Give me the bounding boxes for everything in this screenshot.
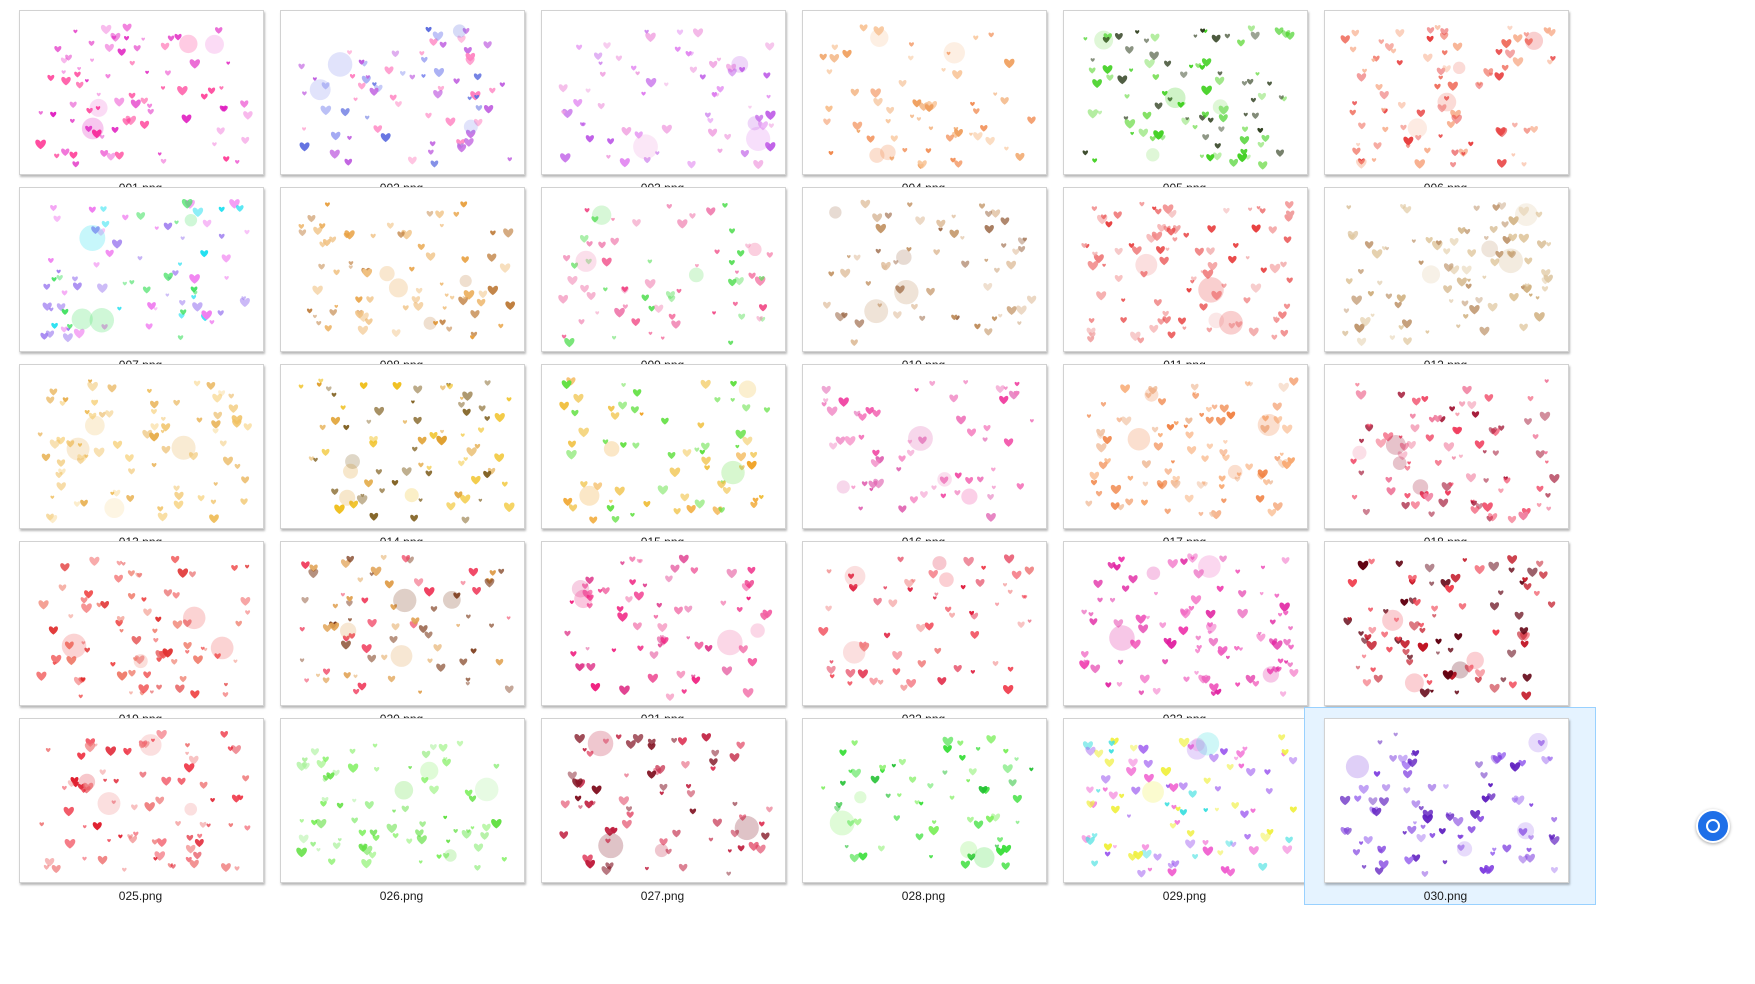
file-item[interactable]: 026.png <box>261 708 551 904</box>
file-item[interactable]: 010.png <box>783 177 1073 373</box>
heart-particles-preview <box>299 554 514 695</box>
heart-particles-preview <box>40 198 250 343</box>
file-thumbnail <box>802 364 1047 529</box>
file-item[interactable]: 004.png <box>783 0 1073 196</box>
file-thumbnail <box>19 364 264 529</box>
file-thumbnail <box>1324 364 1569 529</box>
heart-particles-preview <box>818 554 1035 695</box>
file-thumbnail <box>1063 541 1308 706</box>
file-thumbnail <box>280 10 525 175</box>
file-item[interactable]: 029.png <box>1044 708 1334 904</box>
heart-particles-preview <box>819 24 1036 169</box>
heart-particles-preview <box>1340 25 1556 169</box>
file-thumbnail <box>1063 364 1308 529</box>
file-item[interactable]: 001.png <box>0 0 290 196</box>
file-item[interactable]: 014.png <box>261 354 551 550</box>
file-thumbnail <box>280 718 525 883</box>
heart-particles-preview <box>559 377 771 524</box>
file-thumbnail <box>541 364 786 529</box>
heart-particles-preview <box>821 380 1034 522</box>
heart-particles-preview <box>1342 202 1553 347</box>
heart-particles-preview <box>558 28 776 170</box>
file-item[interactable]: 008.png <box>261 177 551 373</box>
heart-particles-preview <box>298 378 515 524</box>
file-item[interactable]: 020.png <box>261 531 551 727</box>
file-thumbnail <box>19 718 264 883</box>
heart-particles-preview <box>35 23 253 168</box>
file-thumbnail <box>541 10 786 175</box>
cloud-sync-icon[interactable] <box>1696 809 1730 843</box>
file-item[interactable]: 003.png <box>522 0 812 196</box>
file-thumbnail <box>1063 187 1308 352</box>
heart-particles-preview <box>1079 553 1299 697</box>
heart-particles-preview <box>1350 379 1560 524</box>
heart-particles-preview <box>298 201 516 340</box>
heart-particles-preview <box>823 199 1037 346</box>
file-name: 025.png <box>118 889 163 903</box>
heart-particles-preview <box>1082 25 1295 170</box>
file-thumbnail <box>280 364 525 529</box>
file-item[interactable]: 009.png <box>522 177 812 373</box>
file-item[interactable]: 013.png <box>0 354 290 550</box>
file-name: 027.png <box>640 889 685 903</box>
file-item[interactable]: 007.png <box>0 177 290 373</box>
heart-particles-preview <box>296 740 507 871</box>
file-item[interactable]: 027.png <box>522 708 812 904</box>
heart-particles-preview <box>1343 555 1556 701</box>
file-name: 026.png <box>379 889 424 903</box>
file-item[interactable]: 016.png <box>783 354 1073 550</box>
heart-particles-preview <box>564 554 773 701</box>
file-thumbnail <box>802 10 1047 175</box>
heart-particles-preview <box>37 379 252 524</box>
heart-particles-preview <box>1081 201 1295 344</box>
heart-particles-preview <box>1081 732 1298 878</box>
file-item[interactable]: 005.png <box>1044 0 1334 196</box>
file-item[interactable]: 024.png <box>1305 531 1595 727</box>
file-thumbnail <box>1324 10 1569 175</box>
heart-particles-preview <box>39 729 251 874</box>
file-item[interactable]: 015.png <box>522 354 812 550</box>
file-thumbnail <box>541 187 786 352</box>
heart-particles-preview <box>821 735 1034 870</box>
file-item[interactable]: 030.png <box>1304 707 1596 905</box>
file-item[interactable]: 006.png <box>1305 0 1595 196</box>
file-thumbnail <box>19 187 264 352</box>
file-item[interactable]: 018.png <box>1305 354 1595 550</box>
file-item[interactable]: 023.png <box>1044 531 1334 727</box>
file-thumbnail <box>1324 541 1569 706</box>
file-thumbnail <box>802 541 1047 706</box>
file-name: 029.png <box>1162 889 1207 903</box>
file-thumbnail <box>1324 718 1569 883</box>
file-item[interactable]: 022.png <box>783 531 1073 727</box>
file-thumbnail <box>541 541 786 706</box>
heart-particles-preview <box>1339 732 1560 878</box>
file-item[interactable]: 019.png <box>0 531 290 727</box>
heart-particles-preview <box>558 202 773 348</box>
file-thumbnail <box>541 718 786 883</box>
file-item[interactable]: 012.png <box>1305 177 1595 373</box>
file-item[interactable]: 011.png <box>1044 177 1334 373</box>
heart-particles-preview <box>298 24 513 168</box>
file-thumbnail <box>1063 10 1308 175</box>
file-thumbnail <box>1063 718 1308 883</box>
file-thumbnail <box>280 187 525 352</box>
file-thumbnail <box>802 718 1047 883</box>
file-item[interactable]: 021.png <box>522 531 812 727</box>
file-thumbnail <box>19 10 264 175</box>
heart-particles-preview <box>36 555 251 699</box>
file-thumbnail <box>1324 187 1569 352</box>
heart-particles-preview <box>559 730 773 876</box>
file-thumbnail <box>802 187 1047 352</box>
file-thumbnail <box>19 541 264 706</box>
heart-particles-preview <box>1085 377 1299 520</box>
file-name: 030.png <box>1423 889 1468 903</box>
file-thumbnail <box>280 541 525 706</box>
file-item[interactable]: 025.png <box>0 708 290 904</box>
file-item[interactable]: 017.png <box>1044 354 1334 550</box>
file-item[interactable]: 028.png <box>783 708 1073 904</box>
file-name: 028.png <box>901 889 946 903</box>
file-item[interactable]: 002.png <box>261 0 551 196</box>
